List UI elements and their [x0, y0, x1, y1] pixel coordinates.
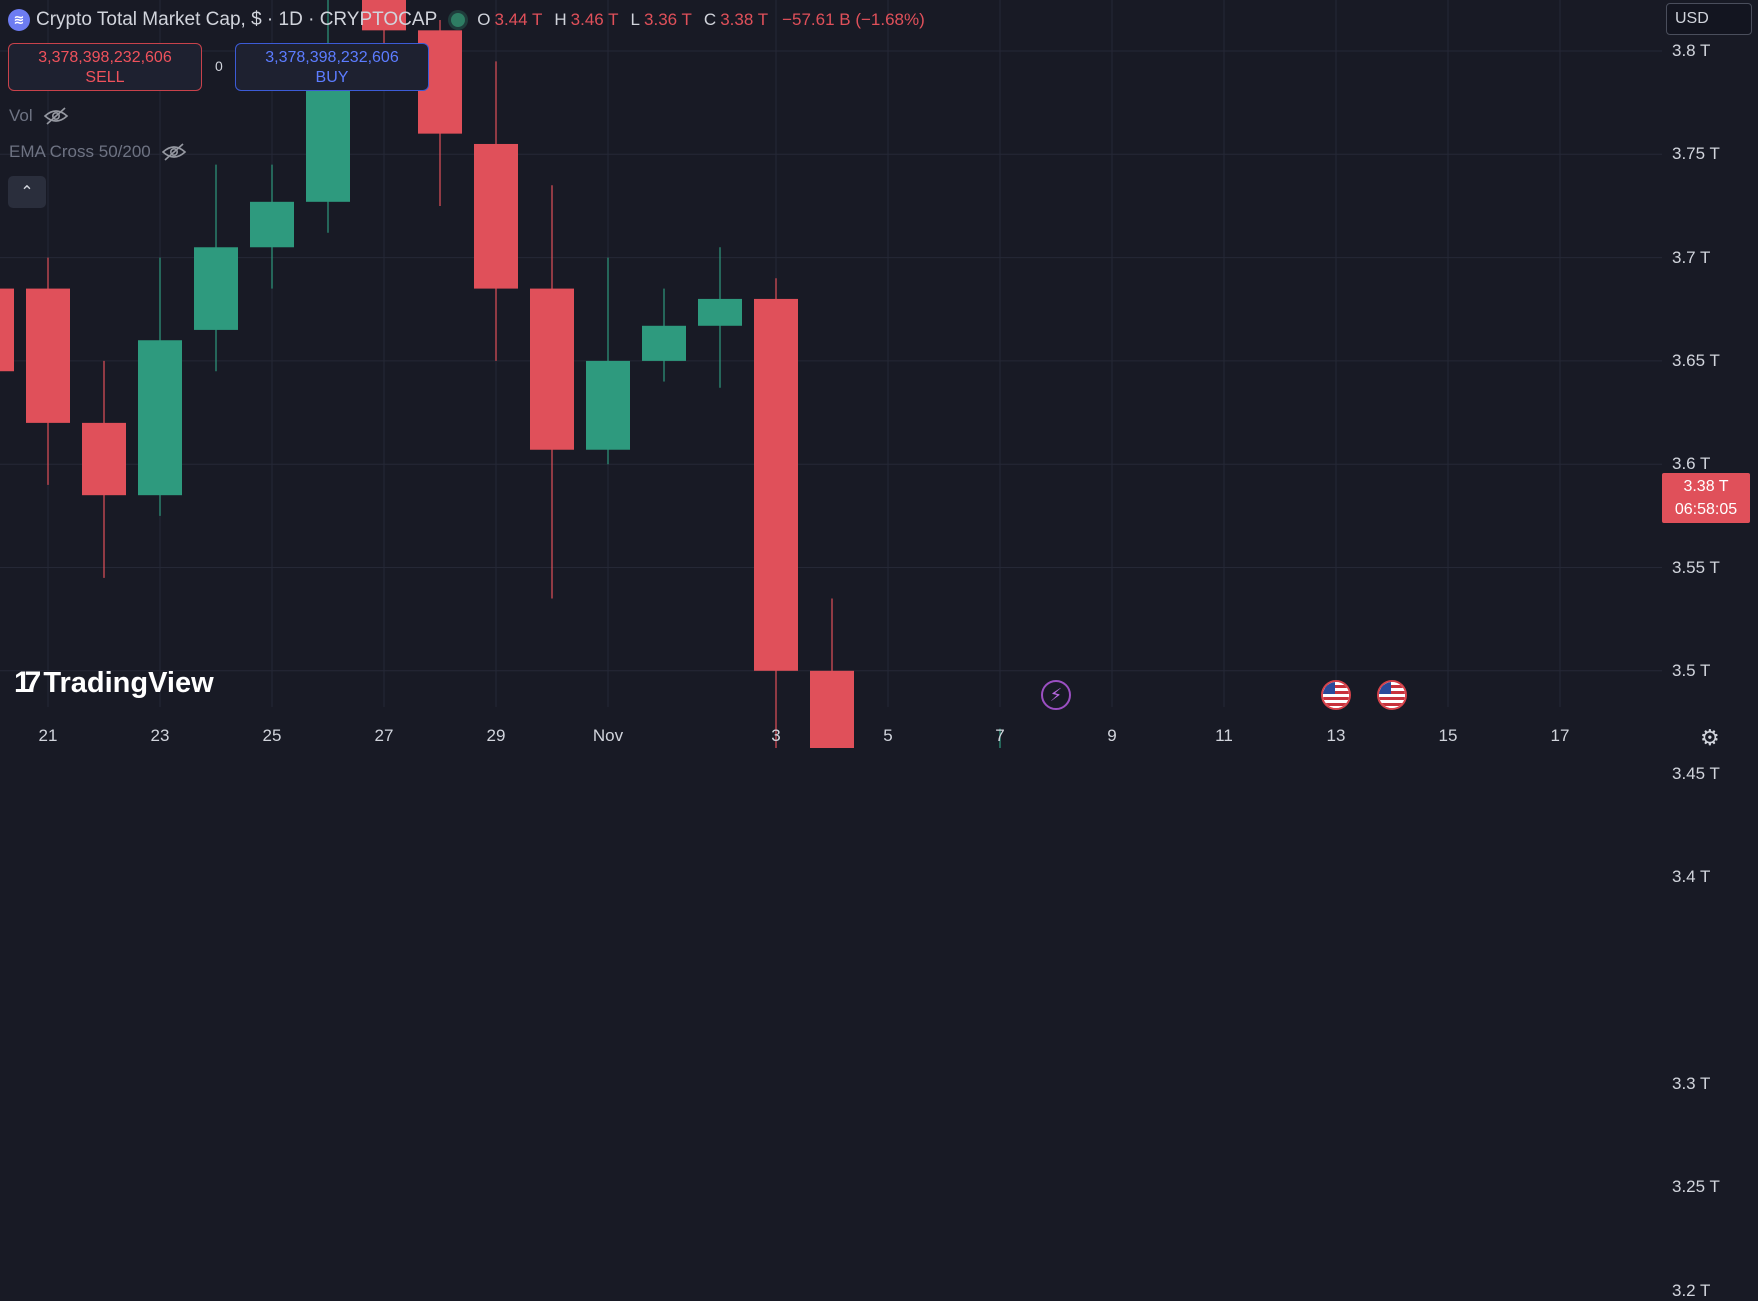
candle-body [194, 247, 238, 330]
chart-settings-icon[interactable]: ⚙ [1700, 725, 1720, 750]
indicator-ema[interactable]: EMA Cross 50/200 [9, 142, 187, 162]
candle-down [26, 257, 70, 485]
time-tick-label: 27 [374, 726, 394, 745]
open-value: 3.44 T [494, 10, 543, 29]
candle-body [754, 298, 798, 671]
price-tick-label: 3.8 T [1672, 41, 1711, 60]
price-tick-label: 3.75 T [1672, 144, 1720, 164]
candle-down [530, 185, 574, 599]
candles [0, 0, 1001, 748]
sell-button[interactable]: 3,378,398,232,606 SELL [8, 43, 202, 91]
time-tick-label: 7 [995, 726, 1005, 745]
close-value: 3.38 T [720, 10, 769, 29]
price-tick-label: 3.6 T [1672, 454, 1711, 474]
close-key: C [703, 10, 717, 29]
time-tick-label: 11 [1215, 726, 1233, 745]
chart-grid [0, 0, 1662, 707]
candle-body [0, 288, 14, 372]
candle-up [642, 288, 686, 382]
sell-price: 3,378,398,232,606 [38, 49, 172, 66]
time-tick-label: 29 [486, 726, 506, 745]
candle-body [26, 288, 70, 423]
us-flag-icon[interactable] [1321, 680, 1351, 710]
lightning-icon[interactable]: ⚡ [1041, 680, 1071, 710]
price-chart[interactable] [0, 0, 1758, 748]
time-tick-label: 3 [771, 726, 781, 745]
candle-down [362, 0, 406, 51]
time-tick-label: Nov [592, 726, 624, 745]
tradingview-logo[interactable]: 17 TradingView [14, 666, 214, 700]
candle-body [138, 340, 182, 496]
coin-logo-icon[interactable]: ≋ [8, 9, 30, 31]
low-key: L [630, 10, 641, 29]
time-tick-label: 15 [1438, 726, 1458, 745]
price-tick-label: 3.45 T [1672, 764, 1720, 784]
ohlc-values: O 3.44 T H 3.46 T L 3.36 T C 3.38 T [477, 10, 776, 30]
candle-up [698, 247, 742, 388]
price-tick-label: 3.5 T [1672, 660, 1711, 680]
time-tick-label: 17 [1550, 726, 1570, 745]
tradingview-mark-icon: 17 [14, 666, 41, 699]
time-tick-label: 21 [38, 726, 58, 745]
candle-body [250, 201, 294, 248]
buy-button[interactable]: 3,378,398,232,606 BUY [235, 43, 429, 91]
time-tick-label: 5 [883, 726, 893, 745]
currency-select[interactable]: USD [1666, 3, 1752, 35]
brand-name: TradingView [43, 666, 214, 699]
time-tick-label: 25 [262, 726, 282, 745]
candle-body [586, 360, 630, 450]
candle-up [586, 257, 630, 465]
high-key: H [554, 10, 567, 29]
price-tick-label: 3.4 T [1672, 867, 1711, 887]
candle-up [138, 257, 182, 516]
buy-label: BUY [315, 69, 349, 86]
candle-down [754, 278, 798, 748]
price-tick-label: 3.65 T [1672, 350, 1720, 370]
time-tick-label: 23 [150, 726, 170, 745]
eye-off-icon[interactable] [43, 107, 69, 125]
candle-body [642, 325, 686, 361]
last-price-value: 3.38 T [1683, 478, 1729, 495]
candle-up [250, 164, 294, 289]
price-tick-label: 3.3 T [1672, 1074, 1711, 1093]
chevron-up-icon: ⌃ [20, 184, 34, 201]
low-value: 3.36 T [644, 10, 692, 29]
collapse-indicators-button[interactable]: ⌃ [8, 176, 46, 208]
candle-body [530, 288, 574, 450]
sell-label: SELL [85, 69, 125, 86]
buy-price: 3,378,398,232,606 [265, 49, 399, 66]
candle-down [82, 360, 126, 578]
open-key: O [477, 10, 491, 29]
candle-body [82, 422, 126, 496]
indicator-vol[interactable]: Vol [9, 106, 69, 126]
vol-label: Vol [9, 106, 33, 125]
high-value: 3.46 T [570, 10, 619, 29]
candle-down [810, 598, 854, 748]
bar-countdown: 06:58:05 [1674, 501, 1738, 518]
us-flag-icon[interactable] [1377, 680, 1407, 710]
candle-body [698, 298, 742, 326]
candle-up [306, 0, 350, 233]
last-price-label: 3.38 T 06:58:05 [1662, 473, 1750, 523]
spread-value: 0 [215, 58, 223, 74]
chart-header: ≋ Crypto Total Market Cap, $ · 1D · CRYP… [8, 6, 925, 34]
candle-body [362, 0, 406, 31]
price-change: −57.61 B (−1.68%) [782, 10, 925, 29]
price-tick-label: 3.2 T [1672, 1280, 1711, 1300]
time-tick-label: 9 [1107, 726, 1117, 745]
price-tick-label: 3.25 T [1672, 1177, 1720, 1197]
candle-body [474, 143, 518, 289]
price-tick-label: 3.7 T [1672, 247, 1711, 267]
ema-label: EMA Cross 50/200 [9, 142, 151, 161]
symbol-title[interactable]: Crypto Total Market Cap, $ · 1D · CRYPTO… [36, 9, 438, 30]
candle-down [0, 288, 14, 372]
candle-body [810, 670, 854, 748]
eye-off-icon[interactable] [161, 143, 187, 161]
price-tick-label: 3.55 T [1672, 557, 1720, 577]
market-status-icon[interactable] [451, 13, 466, 27]
currency-value: USD [1675, 10, 1709, 27]
candle-down [474, 61, 518, 361]
candle-up [194, 164, 238, 372]
time-tick-label: 13 [1326, 726, 1346, 745]
